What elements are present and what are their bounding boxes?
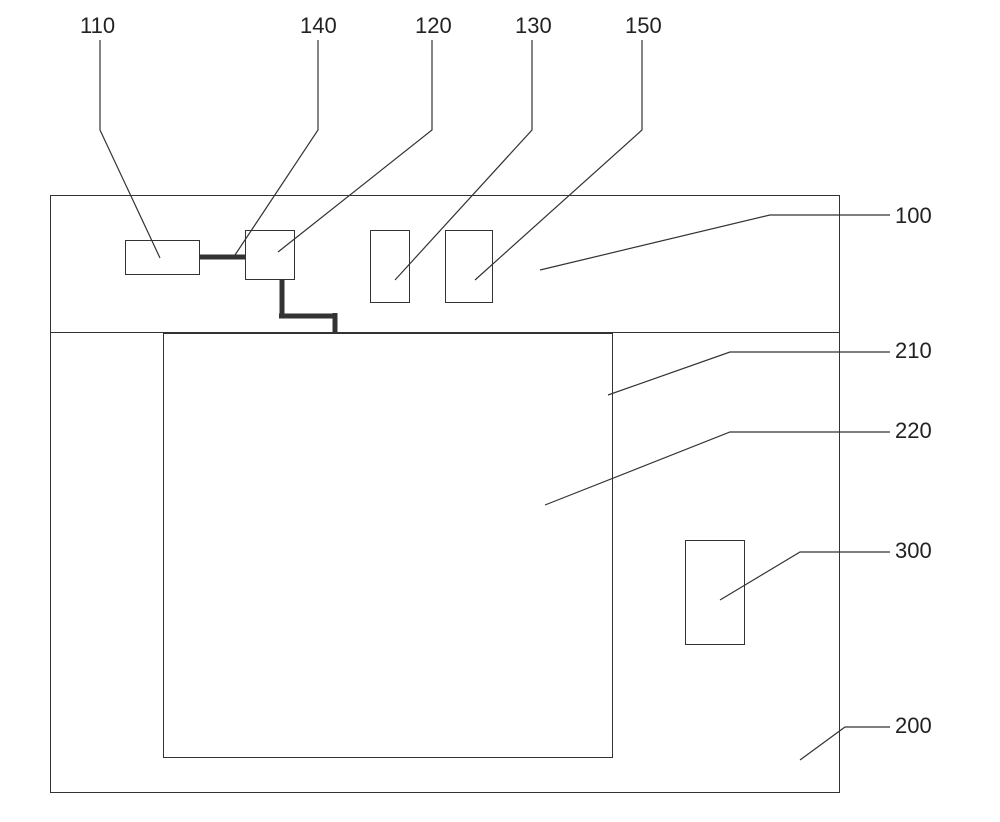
diagram-canvas: 110 140 120 130 150 100 210 220 300 200 (0, 0, 1000, 822)
leader-lines (0, 0, 1000, 822)
